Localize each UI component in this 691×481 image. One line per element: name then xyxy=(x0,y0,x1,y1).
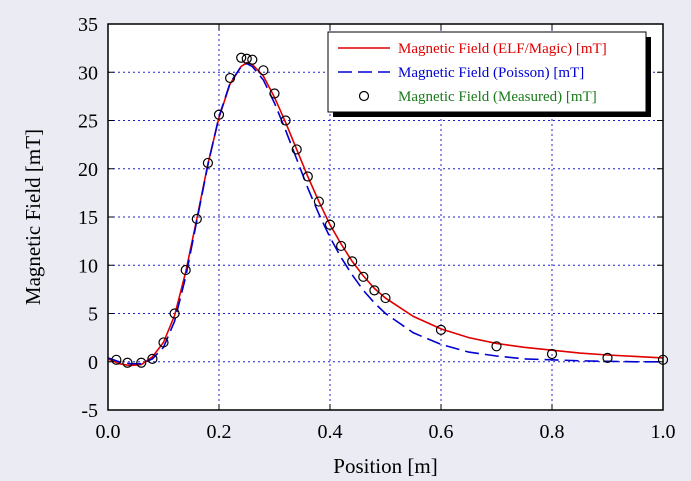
measured-point xyxy=(202,157,213,169)
tick-marks xyxy=(107,23,664,411)
x-tick-label: 0.0 xyxy=(96,421,121,443)
y-axis-label: Magnetic Field [mT] xyxy=(21,129,45,305)
measured-point xyxy=(491,341,502,352)
grid-lines xyxy=(108,24,663,410)
measured-point xyxy=(302,171,313,182)
legend: Magnetic Field (ELF/Magic) [mT] Magnetic … xyxy=(327,31,651,117)
x-axis-label: Position [m] xyxy=(333,454,437,478)
x-tick-label: 0.6 xyxy=(429,421,454,443)
measured-point xyxy=(336,240,347,252)
measured-point xyxy=(225,72,236,84)
x-tick-label: 0.8 xyxy=(540,421,565,443)
measured-point xyxy=(169,308,180,319)
series-layer xyxy=(107,52,669,368)
measured-point xyxy=(358,271,369,282)
measured-point xyxy=(147,353,158,364)
y-tick-label: 25 xyxy=(78,111,98,133)
y-tick-label: 10 xyxy=(78,255,98,277)
y-tick-label: 20 xyxy=(78,159,98,181)
x-tick-labels: 0.0 0.2 0.4 0.6 0.8 1.0 xyxy=(96,421,676,443)
measured-point xyxy=(213,109,225,120)
measured-point xyxy=(435,324,447,336)
y-tick-label: 0 xyxy=(88,352,98,374)
x-tick-label: 0.2 xyxy=(207,421,232,443)
measured-point xyxy=(191,213,202,225)
measured-point xyxy=(241,53,252,64)
y-tick-label: -5 xyxy=(81,400,98,422)
measured-point xyxy=(324,219,336,230)
y-tick-label: 15 xyxy=(78,207,98,229)
x-tick-label: 1.0 xyxy=(651,421,676,443)
measured-point xyxy=(380,292,391,304)
y-tick-label: 5 xyxy=(88,304,98,326)
measured-point xyxy=(313,196,324,207)
measured-point xyxy=(602,352,613,363)
measured-point xyxy=(546,348,558,360)
legend-label-2: Magnetic Field (Measured) [mT] xyxy=(398,89,597,105)
measured-point xyxy=(158,337,169,348)
measured-point xyxy=(280,115,291,126)
measured-point xyxy=(236,52,247,63)
legend-swatch-2 xyxy=(358,90,370,102)
measured-point xyxy=(269,88,280,99)
measured-point xyxy=(122,357,133,368)
measured-point xyxy=(369,285,380,296)
y-tick-label: 30 xyxy=(78,62,98,84)
y-tick-labels: -5 0 5 10 15 20 25 30 35 xyxy=(78,14,98,422)
series-line-0 xyxy=(107,61,664,367)
measured-point xyxy=(111,354,122,365)
measured-point xyxy=(347,256,358,267)
x-tick-label: 0.4 xyxy=(318,421,343,443)
measured-point xyxy=(180,264,191,276)
measured-point xyxy=(291,144,302,155)
measured-point xyxy=(258,65,269,76)
legend-label-1: Magnetic Field (Poisson) [mT] xyxy=(398,65,584,81)
measured-point xyxy=(136,357,147,368)
legend-items: Magnetic Field (ELF/Magic) [mT] Magnetic … xyxy=(338,41,607,105)
series-line-1 xyxy=(107,62,663,365)
measured-point xyxy=(247,54,258,65)
legend-label-0: Magnetic Field (ELF/Magic) [mT] xyxy=(398,41,607,57)
y-tick-label: 35 xyxy=(78,14,98,36)
